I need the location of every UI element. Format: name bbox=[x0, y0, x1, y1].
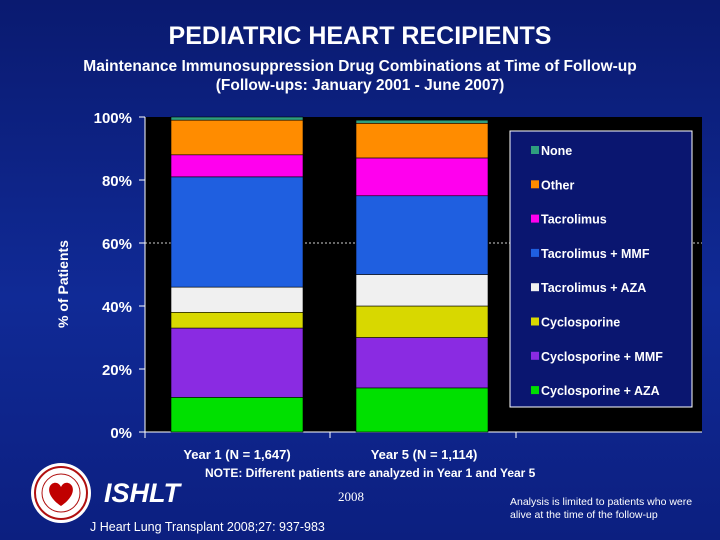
y-tick-label: 100% bbox=[94, 110, 132, 127]
bar-segment-tacrolimus-aza-1 bbox=[170, 286, 304, 313]
bar-segment-none-1 bbox=[170, 116, 304, 121]
chart-subtitle: Maintenance Immunosuppression Drug Combi… bbox=[0, 57, 720, 95]
legend-label: Tacrolimus bbox=[541, 213, 607, 227]
legend-label: Tacrolimus + MMF bbox=[541, 247, 650, 261]
bar-segment-cyclosporine-1 bbox=[170, 311, 304, 329]
legend-swatch bbox=[531, 351, 539, 360]
publication-year: 2008 bbox=[338, 489, 364, 504]
legend-swatch bbox=[531, 248, 539, 257]
footnote: Analysis is limited to patients who were… bbox=[510, 496, 693, 521]
subtitle-line-1: Maintenance Immunosuppression Drug Combi… bbox=[83, 58, 637, 75]
legend-swatch bbox=[531, 283, 539, 292]
bar-segment-none-2 bbox=[355, 119, 489, 124]
y-tick-label: 60% bbox=[102, 236, 132, 253]
bar-segment-tacrolimus-mmf-1 bbox=[170, 176, 304, 288]
y-axis-title: % of Patients bbox=[55, 240, 71, 328]
legend-label: Tacrolimus + AZA bbox=[541, 281, 646, 295]
y-tick-label: 80% bbox=[102, 173, 132, 190]
legend-swatch bbox=[531, 214, 539, 223]
legend-label: Cyclosporine + MMF bbox=[541, 350, 663, 364]
bar-segment-tacrolimus-2 bbox=[355, 157, 489, 197]
legend-swatch bbox=[531, 180, 539, 189]
y-tick-label: 40% bbox=[102, 299, 132, 316]
citation: J Heart Lung Transplant 2008;27: 937-983 bbox=[90, 520, 325, 534]
x-tick-label: Year 1 (N = 1,647) bbox=[183, 447, 290, 462]
bar-segment-other-2 bbox=[355, 123, 489, 159]
legend-swatch bbox=[531, 386, 539, 395]
bar-segment-cyclosporine-mmf-2 bbox=[355, 337, 489, 389]
legend-swatch bbox=[531, 146, 539, 154]
bar-segment-cyclosporine-aza-2 bbox=[355, 387, 489, 433]
bar-segment-cyclosporine-aza-1 bbox=[170, 397, 304, 433]
legend-label: Cyclosporine bbox=[541, 316, 620, 330]
subtitle-line-2: (Follow-ups: January 2001 - June 2007) bbox=[215, 77, 505, 94]
legend-swatch bbox=[531, 317, 539, 326]
bar-segment-cyclosporine-mmf-1 bbox=[170, 327, 304, 398]
y-tick-label: 0% bbox=[110, 425, 132, 442]
legend-label: None bbox=[541, 144, 572, 158]
bar-segment-cyclosporine-2 bbox=[355, 305, 489, 338]
legend-label: Cyclosporine + AZA bbox=[541, 384, 660, 398]
x-tick-label: Year 5 (N = 1,114) bbox=[371, 447, 478, 462]
bar-segment-tacrolimus-aza-2 bbox=[355, 274, 489, 307]
legend-label: Other bbox=[541, 178, 574, 192]
legend-box bbox=[509, 130, 693, 408]
chart-title: PEDIATRIC HEART RECIPIENTS bbox=[168, 22, 552, 50]
bar-segment-tacrolimus-1 bbox=[170, 154, 304, 178]
note-text: NOTE: Different patients are analyzed in… bbox=[205, 466, 536, 480]
y-tick-label: 20% bbox=[102, 362, 132, 379]
ishlt-seal-logo bbox=[31, 463, 91, 523]
bar-segment-tacrolimus-mmf-2 bbox=[355, 195, 489, 275]
organization-name: ISHLT bbox=[104, 478, 180, 508]
bar-segment-other-1 bbox=[170, 119, 304, 156]
